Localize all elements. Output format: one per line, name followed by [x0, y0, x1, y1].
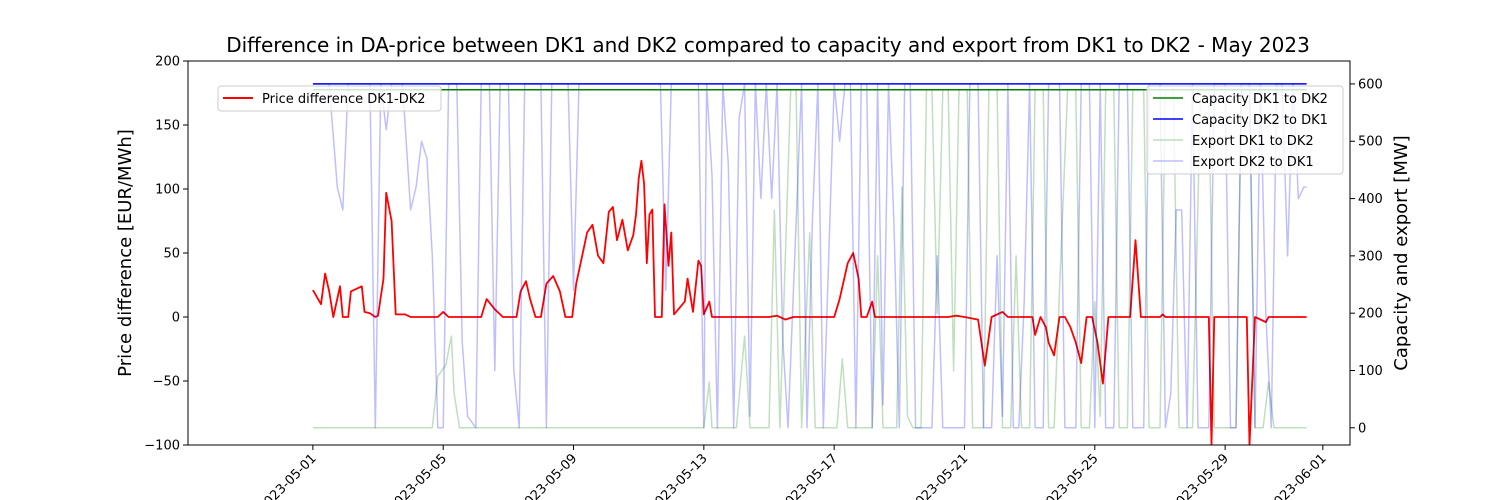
x-tick-label: 2023-05-21 — [907, 451, 971, 500]
x-tick-label: 2023-05-29 — [1168, 451, 1232, 500]
x-tick-label: 2023-05-09 — [516, 451, 580, 500]
series-line-export-dk2-to-dk1 — [312, 83, 1307, 429]
left-tick-label: −100 — [144, 439, 180, 454]
legend-left: Price difference DK1-DK2 — [217, 85, 442, 112]
left-tick-label: 50 — [163, 247, 180, 262]
right-tick-label: 200 — [1358, 307, 1383, 322]
right-tick-label: 0 — [1358, 421, 1366, 436]
x-tick-label: 2023-05-01 — [256, 451, 320, 500]
legend-left-box — [217, 85, 442, 112]
legend-entry-price-difference: Price difference DK1-DK2 — [262, 92, 426, 107]
left-axis-label: Price difference [EUR/MWh] — [115, 129, 136, 377]
chart-title: Difference in DA-price between DK1 and D… — [226, 33, 1310, 57]
left-tick-label: 0 — [172, 311, 180, 326]
legend-entry-capacity-dk1-dk2: Capacity DK1 to DK2 — [1192, 92, 1328, 107]
legend-entry-capacity-dk2-dk1: Capacity DK2 to DK1 — [1192, 113, 1328, 128]
right-tick-label: 400 — [1358, 192, 1383, 207]
legend-entry-export-dk1-dk2: Export DK1 to DK2 — [1192, 134, 1314, 149]
x-tick-label: 2023-05-17 — [777, 451, 841, 500]
right-tick-label: 100 — [1358, 364, 1383, 379]
left-tick-label: 200 — [155, 55, 180, 70]
x-axis-ticks: 2023-05-01 2023-05-05 2023-05-09 2023-05-13… — [256, 445, 1330, 500]
right-axis-ticks: 0 100 200 300 400 500 600 — [1350, 77, 1383, 436]
left-axis-ticks: −100 −50 0 50 100 150 200 — [144, 55, 188, 454]
left-tick-label: 150 — [155, 119, 180, 134]
series-line-price-difference-dk1-dk2 — [312, 159, 1307, 445]
right-tick-label: 500 — [1358, 135, 1383, 150]
x-tick-label: 2023-05-05 — [386, 451, 450, 500]
right-tick-label: 600 — [1358, 77, 1383, 92]
right-axis-label: Capacity and export [MW] — [1391, 135, 1412, 370]
legend-entry-export-dk2-dk1: Export DK2 to DK1 — [1192, 155, 1314, 170]
legend-right: Capacity DK1 to DK2 Capacity DK2 to DK1 … — [1146, 85, 1344, 175]
x-tick-label: 2023-05-13 — [647, 451, 711, 500]
x-tick-label: 2023-06-01 — [1266, 451, 1330, 500]
left-tick-label: −50 — [153, 375, 180, 390]
x-tick-label: 2023-05-25 — [1038, 451, 1102, 500]
left-tick-label: 100 — [155, 183, 180, 198]
right-tick-label: 300 — [1358, 249, 1383, 264]
legend-right-box — [1146, 85, 1344, 175]
